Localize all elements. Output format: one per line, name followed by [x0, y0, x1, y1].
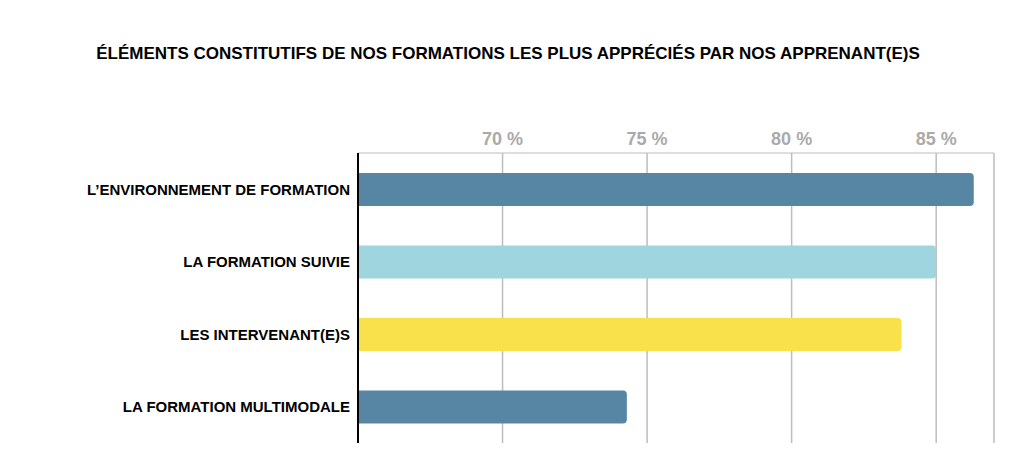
- svg-text:85 %: 85 %: [916, 129, 957, 149]
- svg-text:LA FORMATION SUIVIE: LA FORMATION SUIVIE: [183, 253, 350, 270]
- svg-text:L’ENVIRONNEMENT DE FORMATION: L’ENVIRONNEMENT DE FORMATION: [87, 181, 350, 198]
- svg-text:LA FORMATION MULTIMODALE: LA FORMATION MULTIMODALE: [123, 398, 350, 415]
- svg-text:80 %: 80 %: [771, 129, 812, 149]
- svg-text:75 %: 75 %: [627, 129, 668, 149]
- svg-text:LES INTERVENANT(E)S: LES INTERVENANT(E)S: [180, 326, 350, 343]
- html-text:ÉLÉMENTS CONSTITUTIFS DE NOS F: ÉLÉMENTS CONSTITUTIFS DE NOS FORMATIONS …: [96, 44, 920, 63]
- svg-text:70 %: 70 %: [482, 129, 523, 149]
